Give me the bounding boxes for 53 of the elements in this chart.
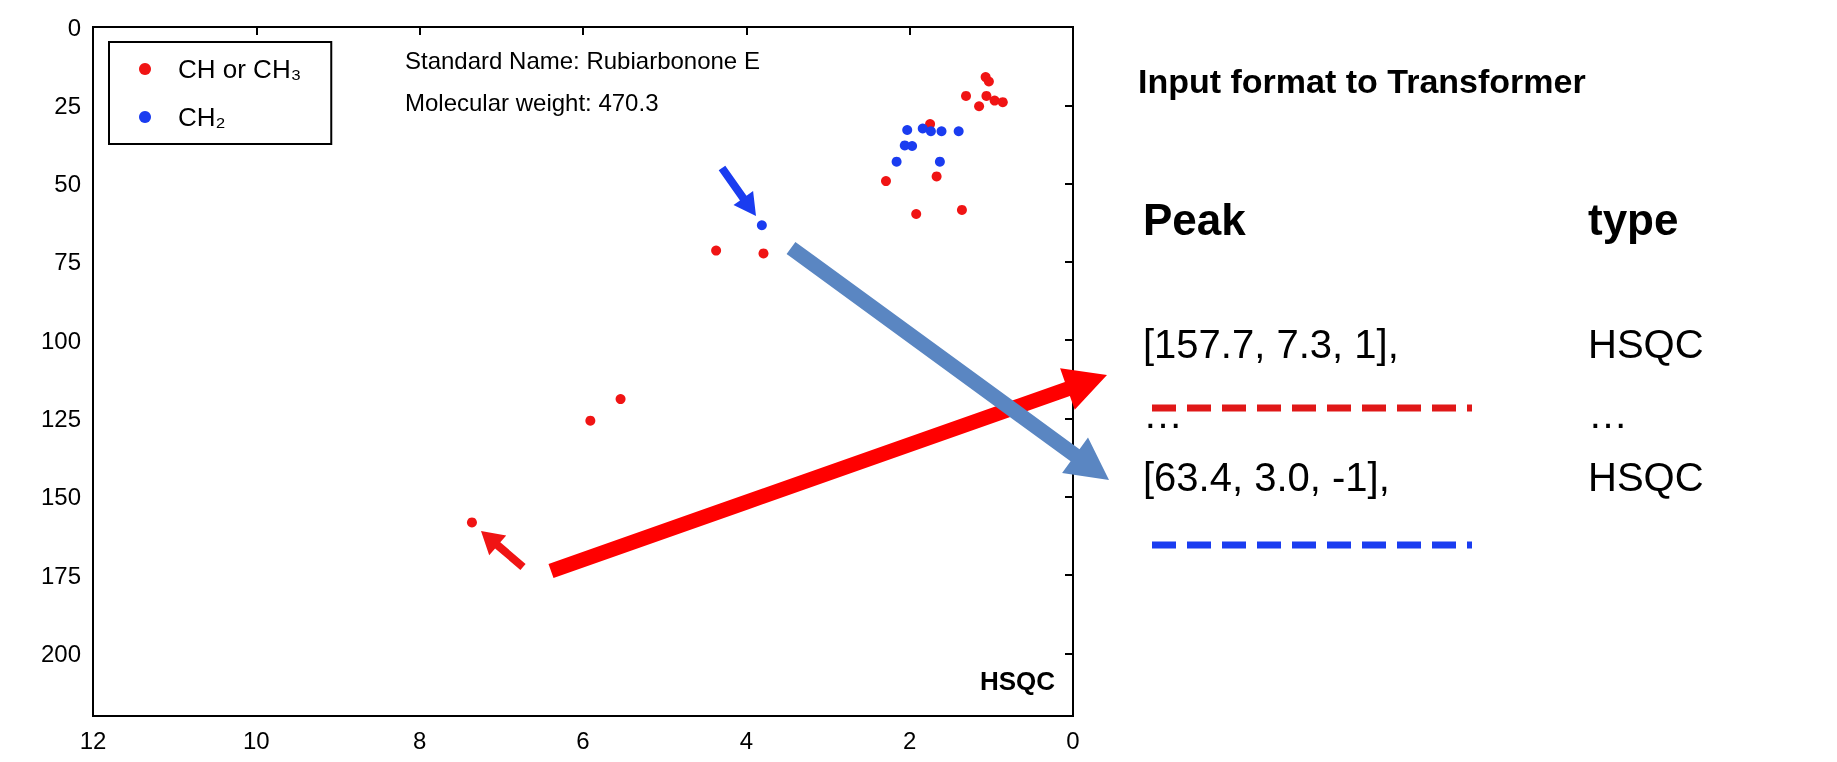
text: … <box>1588 392 1628 437</box>
y-tick-label: 150 <box>40 483 81 511</box>
x-tick-label: 0 <box>1066 726 1080 754</box>
point <box>961 90 972 101</box>
y-tick-label: 0 <box>67 13 81 41</box>
text: Input format to Transformer <box>1138 62 1586 101</box>
point <box>931 171 942 182</box>
text: Peak <box>1143 195 1246 245</box>
point <box>974 101 985 112</box>
point <box>902 125 913 136</box>
point <box>997 97 1008 108</box>
y-tick-label: 125 <box>40 404 81 432</box>
point <box>953 126 964 137</box>
x-tick-label: 12 <box>79 726 107 754</box>
point <box>981 90 992 101</box>
text: [63.4, 3.0, -1], <box>1143 455 1390 500</box>
text: type <box>1588 195 1679 245</box>
annotation: Standard Name: Rubiarbonone E <box>405 46 760 74</box>
text: HSQC <box>1588 322 1704 367</box>
point <box>880 176 891 187</box>
point <box>925 126 936 137</box>
y-tick-label: 50 <box>54 170 81 198</box>
x-tick-label: 8 <box>412 726 427 754</box>
text: HSQC <box>1588 455 1704 500</box>
y-tick-label: 175 <box>40 561 81 589</box>
x-tick-label: 2 <box>902 726 917 754</box>
x-tick-label: 4 <box>739 726 754 754</box>
legend-label: CH₂ <box>178 102 226 132</box>
legend-label: CH or CH₃ <box>178 54 302 84</box>
x-tick-label: 10 <box>242 726 270 754</box>
point <box>934 156 945 167</box>
text: [157.7, 7.3, 1], <box>1143 322 1399 367</box>
y-tick-label: 200 <box>40 639 81 667</box>
point <box>466 517 477 528</box>
point <box>758 248 769 259</box>
point <box>891 156 902 167</box>
point <box>936 126 947 137</box>
y-tick-label: 25 <box>54 91 81 119</box>
point <box>956 204 967 215</box>
point <box>711 245 722 256</box>
point <box>907 141 918 152</box>
annotation: HSQC <box>979 666 1056 696</box>
text: … <box>1143 392 1183 437</box>
point <box>983 76 994 87</box>
point <box>917 123 928 134</box>
annotation: Molecular weight: 470.3 <box>405 88 659 116</box>
y-tick-label: 75 <box>54 248 81 276</box>
point <box>585 415 596 426</box>
point <box>756 220 767 231</box>
point <box>911 208 922 219</box>
y-tick-label: 100 <box>40 326 81 354</box>
x-tick-label: 6 <box>576 726 590 754</box>
point <box>615 394 626 405</box>
